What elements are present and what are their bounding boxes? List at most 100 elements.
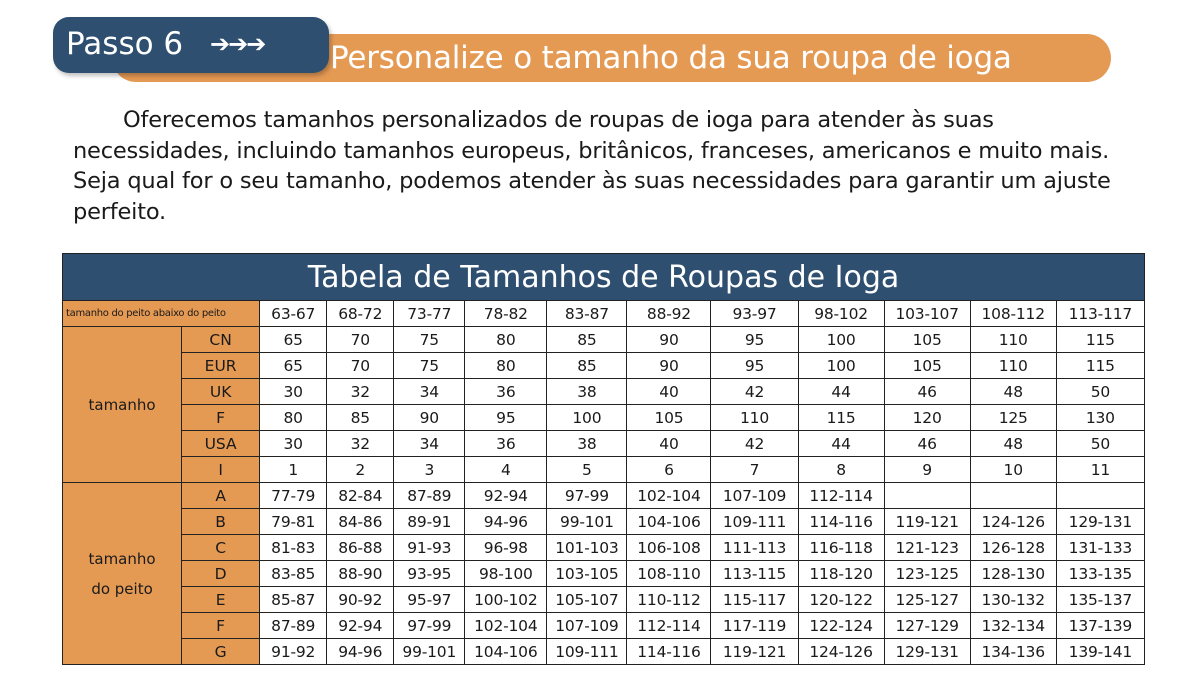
row-label: E xyxy=(181,586,261,613)
table-row: USA 30 32 34 36 38 40 42 44 46 48 50 xyxy=(63,430,1146,457)
table-cell: 81-83 xyxy=(259,534,328,561)
table-cell: 97-99 xyxy=(546,482,628,509)
table-cell: 92-94 xyxy=(326,612,395,639)
size-group-label: tamanho xyxy=(61,326,183,483)
table-cell: 96-98 xyxy=(464,534,548,561)
table-cell: 7 xyxy=(710,456,799,483)
table-cell: 99-101 xyxy=(546,508,628,535)
column-header: 98-102 xyxy=(797,300,885,327)
table-cell: 32 xyxy=(326,430,395,457)
table-cell: 8 xyxy=(797,456,885,483)
table-cell: 94-96 xyxy=(326,638,395,665)
table-cell: 65 xyxy=(259,352,328,379)
table-cell: 101-103 xyxy=(546,534,628,561)
table-cell: 91-92 xyxy=(259,638,328,665)
column-header: 103-107 xyxy=(883,300,971,327)
table-cell: 92-94 xyxy=(464,482,548,509)
table-row: D 83-85 88-90 93-95 98-100 103-105 108-110 113-… xyxy=(63,560,1146,587)
table-cell: 107-109 xyxy=(710,482,799,509)
table-cell: 114-116 xyxy=(626,638,712,665)
table-cell: 129-131 xyxy=(883,638,971,665)
column-header: 88-92 xyxy=(626,300,712,327)
table-cell: 123-125 xyxy=(883,560,971,587)
table-header-row: tamanho do peito abaixo do peito 63-67 68… xyxy=(61,300,1146,327)
table-cell: 110 xyxy=(969,352,1057,379)
table-cell xyxy=(883,482,971,509)
column-header: 83-87 xyxy=(546,300,628,327)
table-cell: 85 xyxy=(546,326,628,353)
arrow-icon: ➔➔➔ xyxy=(210,30,266,58)
table-cell: 129-131 xyxy=(1055,508,1146,535)
table-title: Tabela de Tamanhos de Roupas de Ioga xyxy=(62,253,1145,301)
table-cell: 85 xyxy=(546,352,628,379)
table-cell: 90 xyxy=(626,326,712,353)
table-cell: 130-132 xyxy=(969,586,1057,613)
table-cell: 122-124 xyxy=(797,612,885,639)
table-cell: 50 xyxy=(1055,430,1146,457)
table-cell: 91-93 xyxy=(393,534,466,561)
row-label: A xyxy=(181,482,261,509)
table-cell: 90 xyxy=(626,352,712,379)
table-cell: 46 xyxy=(883,378,971,405)
table-cell: 5 xyxy=(546,456,628,483)
column-header: 78-82 xyxy=(464,300,548,327)
table-cell: 119-121 xyxy=(710,638,799,665)
table-cell: 109-111 xyxy=(546,638,628,665)
table-cell: 100 xyxy=(546,404,628,431)
column-header: 68-72 xyxy=(326,300,395,327)
table-cell: 11 xyxy=(1055,456,1146,483)
table-cell: 113-115 xyxy=(710,560,799,587)
intro-paragraph: Oferecemos tamanhos personalizados de ro… xyxy=(73,105,1143,227)
table-cell: 32 xyxy=(326,378,395,405)
row-label: USA xyxy=(181,430,261,457)
table-cell: 120-122 xyxy=(797,586,885,613)
table-cell: 110 xyxy=(710,404,799,431)
table-cell: 104-106 xyxy=(626,508,712,535)
table-cell: 85 xyxy=(326,404,395,431)
header-label: tamanho do peito abaixo do peito xyxy=(61,300,261,327)
table-cell: 9 xyxy=(883,456,971,483)
table-row: G 91-92 94-96 99-101 104-106 109-111 114-116 11… xyxy=(63,638,1146,665)
chest-group-label: tamanho do peito xyxy=(61,482,183,665)
table-cell: 103-105 xyxy=(546,560,628,587)
table-cell: 114-116 xyxy=(797,508,885,535)
table-cell: 134-136 xyxy=(969,638,1057,665)
table-row: F 80 85 90 95 100 105 110 115 120 125 130 xyxy=(63,404,1146,431)
page-title: Personalize o tamanho da sua roupa de io… xyxy=(330,40,1012,76)
table-row: tamanho CN 65 70 75 80 85 90 95 100 105 110 115 xyxy=(61,326,1146,483)
table-cell: 1 xyxy=(259,456,328,483)
table-cell: 10 xyxy=(969,456,1057,483)
row-label: F xyxy=(181,612,261,639)
table-row: E 85-87 90-92 95-97 100-102 105-107 110-112 115… xyxy=(63,586,1146,613)
table-cell: 70 xyxy=(326,326,395,353)
table-cell: 110 xyxy=(969,326,1057,353)
table-cell: 115 xyxy=(1055,326,1146,353)
table-cell: 115 xyxy=(1055,352,1146,379)
table-cell: 65 xyxy=(259,326,328,353)
table-cell: 36 xyxy=(464,378,548,405)
table-cell: 121-123 xyxy=(883,534,971,561)
table-cell: 4 xyxy=(464,456,548,483)
table-cell: 124-126 xyxy=(797,638,885,665)
row-label: EUR xyxy=(181,352,261,379)
table-cell: 125-127 xyxy=(883,586,971,613)
table-cell: 44 xyxy=(797,430,885,457)
size-chart-table: Tabela de Tamanhos de Roupas de Ioga tam… xyxy=(61,253,1146,665)
table-cell: 38 xyxy=(546,378,628,405)
table-cell: 124-126 xyxy=(969,508,1057,535)
table-cell: 48 xyxy=(969,430,1057,457)
table-cell: 89-91 xyxy=(393,508,466,535)
table-cell: 117-119 xyxy=(710,612,799,639)
table-cell: 95 xyxy=(464,404,548,431)
table-cell: 40 xyxy=(626,430,712,457)
table-cell: 131-133 xyxy=(1055,534,1146,561)
table-cell: 111-113 xyxy=(710,534,799,561)
row-label: CN xyxy=(181,326,261,353)
table-cell: 82-84 xyxy=(326,482,395,509)
table-cell: 128-130 xyxy=(969,560,1057,587)
table-cell: 98-100 xyxy=(464,560,548,587)
table-cell: 100 xyxy=(797,326,885,353)
table-cell: 130 xyxy=(1055,404,1146,431)
table-cell: 106-108 xyxy=(626,534,712,561)
table-cell: 112-114 xyxy=(626,612,712,639)
